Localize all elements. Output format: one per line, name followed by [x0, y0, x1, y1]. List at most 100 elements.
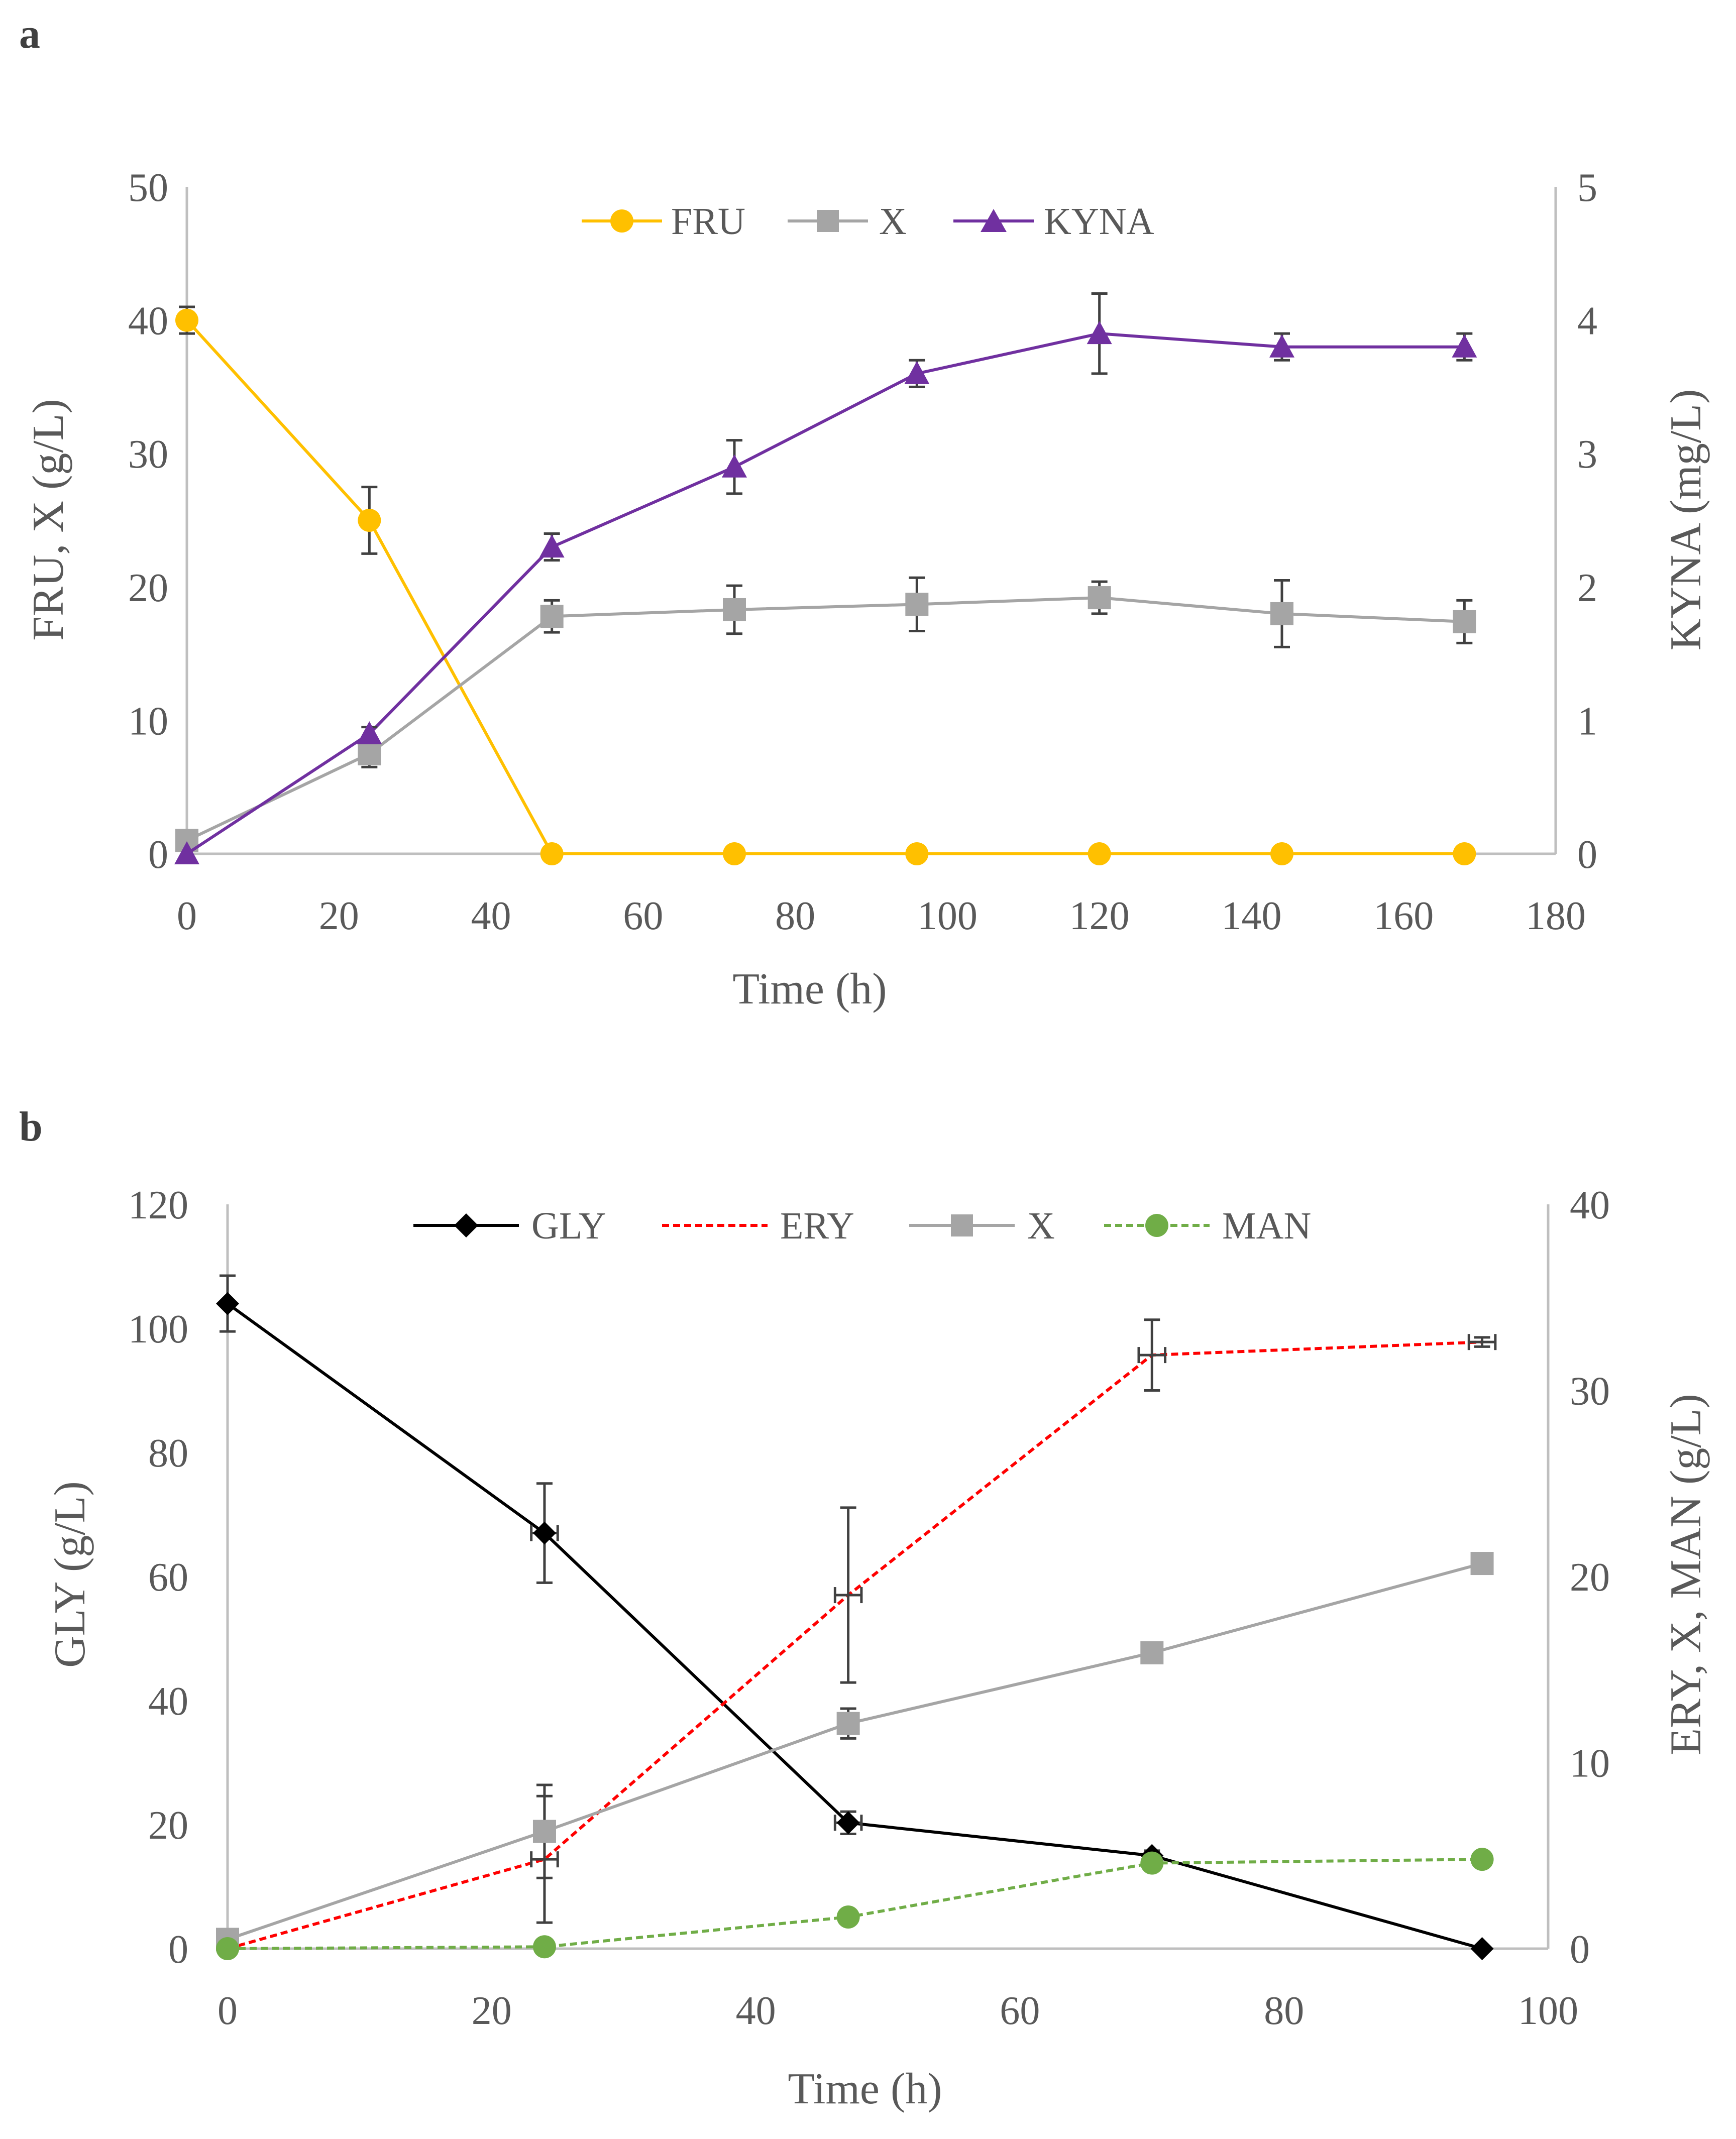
panel-a-x-tick-80: 80 — [775, 894, 815, 938]
panel-a-fru-point-2 — [540, 842, 564, 865]
panel-a-right-tick-0: 0 — [1577, 833, 1597, 877]
panel-a-kyna-series — [174, 292, 1477, 864]
panel-b-x-tick-60: 60 — [1000, 1989, 1040, 2033]
panel-b-x-tick-40: 40 — [736, 1989, 776, 2033]
panel-b-legend-item-gly: GLY — [413, 1205, 606, 1247]
panel-b-left-tick-100: 100 — [128, 1307, 188, 1352]
panel-a-fru-line — [185, 319, 1465, 855]
panel-a-left-tick-10: 10 — [128, 699, 168, 743]
panel-a-left-tick-30: 30 — [128, 432, 168, 477]
panel-b-x-point-2 — [836, 1712, 860, 1735]
panel-a-legend-item-kyna: KYNA — [953, 200, 1154, 243]
panel-a-kyna-point-6 — [1269, 334, 1294, 358]
panel-a-left-tick-40: 40 — [128, 299, 168, 344]
panel-b-legend-label-ery: ERY — [780, 1205, 854, 1247]
panel-b-legend-item-ery: ERY — [662, 1205, 854, 1247]
panel-b-left-tick-60: 60 — [148, 1555, 188, 1600]
panel-a-kyna-point-3 — [722, 454, 747, 478]
panel-a-kyna-point-7 — [1452, 334, 1477, 358]
panel-b-x-point-3 — [1140, 1641, 1164, 1664]
panel-a-legend-item-fru: FRU — [582, 200, 745, 243]
panel-a-right-tick-labels: 0 1 2 3 4 5 — [1577, 166, 1597, 877]
panel-b-x-tick-labels: 0 20 40 60 80 100 — [218, 1989, 1578, 2033]
panel-a-x-point-7 — [1453, 610, 1476, 633]
panel-b-left-tick-0: 0 — [168, 1928, 188, 1972]
panel-b-x-series — [216, 1552, 1494, 1951]
panel-b-gly-point-2 — [836, 1811, 860, 1835]
panel-a-x-tick-180: 180 — [1526, 894, 1586, 938]
panel-a-x-tick-140: 140 — [1221, 894, 1281, 938]
panel-b-x-tick-80: 80 — [1264, 1989, 1304, 2033]
panel-a-x-tick-0: 0 — [177, 894, 197, 938]
panel-a-kyna-point-2 — [539, 534, 565, 558]
panel-a-x-tick-100: 100 — [917, 894, 978, 938]
panel-a-legend-label-x: X — [879, 200, 907, 243]
panel-a-fru-point-6 — [1270, 842, 1293, 865]
panel-b-left-tick-120: 120 — [128, 1183, 188, 1227]
panel-a-left-tick-0: 0 — [148, 833, 168, 877]
panel-a-right-tick-1: 1 — [1577, 699, 1597, 743]
panel-b-ery-line — [227, 1340, 1482, 1950]
panel-b-x-line — [227, 1562, 1483, 1941]
panel-b-label: b — [19, 1103, 43, 1150]
panel-a-kyna-point-1 — [357, 721, 382, 744]
panel-a-fru-series — [175, 305, 1476, 865]
panel-a-fru-point-4 — [905, 842, 929, 865]
panel-a-x-point-1 — [358, 742, 381, 765]
panel-b-left-tick-40: 40 — [148, 1679, 188, 1724]
panel-b-x-tick-100: 100 — [1518, 1989, 1578, 2033]
panel-b-x-axis-title: Time (h) — [788, 2065, 942, 2113]
panel-a-legend-item-x: X — [788, 200, 907, 243]
panel-a-x-tick-160: 160 — [1373, 894, 1434, 938]
panel-b-man-point-0 — [216, 1937, 239, 1960]
panel-a-x-tick-labels: 0 20 40 60 80 100 120 140 160 180 — [177, 894, 1586, 938]
panel-b-x-point-4 — [1470, 1552, 1494, 1575]
panel-b-chart: b 0 20 40 60 80 100 0 20 40 60 80 100 120 0 10 20 30 40… — [19, 1103, 1710, 2113]
panel-b-right-axis-title: ERY, X, MAN (g/L) — [1662, 1394, 1710, 1755]
panel-a-x-axis-title: Time (h) — [732, 965, 887, 1014]
panel-a-x-tick-120: 120 — [1069, 894, 1130, 938]
panel-a-right-tick-3: 3 — [1577, 432, 1597, 477]
panel-b-legend-label-x: X — [1027, 1205, 1055, 1247]
panel-a-x-series — [175, 576, 1476, 852]
panel-b-legend: GLY ERY X MAN — [413, 1205, 1311, 1247]
panel-a-left-tick-20: 20 — [128, 566, 168, 610]
panel-a-fru-point-5 — [1088, 842, 1111, 865]
panel-b-right-tick-30: 30 — [1570, 1370, 1610, 1414]
panel-b-legend-item-x: X — [909, 1205, 1055, 1247]
panel-a-x-point-5 — [1088, 586, 1111, 610]
panel-a-kyna-point-0 — [174, 841, 199, 864]
panel-b-x-tick-20: 20 — [472, 1989, 512, 2033]
panel-a-x-line — [186, 596, 1465, 842]
panel-b-left-tick-20: 20 — [148, 1804, 188, 1848]
panel-b-gly-point-0 — [216, 1292, 239, 1315]
panel-a-series — [174, 292, 1477, 865]
panel-b-gly-point-1 — [532, 1521, 556, 1545]
panel-a-right-tick-2: 2 — [1577, 566, 1597, 610]
panel-b-legend-item-man: MAN — [1104, 1205, 1311, 1247]
panel-b-left-tick-labels: 0 20 40 60 80 100 120 — [128, 1183, 188, 1972]
panel-b-left-axis-title: GLY (g/L) — [46, 1481, 94, 1668]
panel-a-legend-label-kyna: KYNA — [1044, 200, 1154, 243]
panel-b-right-tick-0: 0 — [1570, 1928, 1590, 1972]
panel-b-man-point-1 — [532, 1935, 556, 1959]
panel-a-right-tick-4: 4 — [1577, 299, 1597, 344]
panel-b-left-tick-80: 80 — [148, 1431, 188, 1476]
panel-a-x-point-2 — [540, 605, 564, 628]
panel-a-right-axis-title: KYNA (mg/L) — [1662, 389, 1710, 651]
panel-a-legend: FRU X KYNA — [582, 200, 1154, 243]
panel-b-man-series — [216, 1848, 1494, 1960]
panel-b-gly-series — [216, 1274, 1494, 1960]
panel-a-x-tick-20: 20 — [319, 894, 359, 938]
panel-b-ery-series — [227, 1318, 1497, 1950]
panel-a-kyna-line — [186, 332, 1465, 855]
panel-a-left-axis-title: FRU, X (g/L) — [24, 399, 73, 641]
panel-a-fru-point-7 — [1453, 842, 1476, 865]
panel-a-right-tick-5: 5 — [1577, 166, 1597, 210]
panel-b-series — [216, 1274, 1497, 1960]
panel-b-legend-label-man: MAN — [1222, 1205, 1311, 1247]
panel-a-fru-point-0 — [175, 308, 198, 332]
panel-b-man-point-4 — [1470, 1848, 1494, 1871]
